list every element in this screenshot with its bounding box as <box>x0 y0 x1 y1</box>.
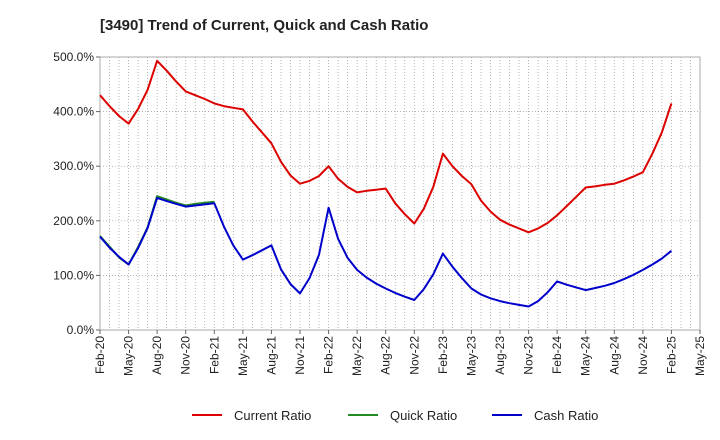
x-tick-label: May-24 <box>579 336 593 376</box>
x-tick-label: May-20 <box>122 336 136 376</box>
x-tick-label: May-25 <box>693 336 707 376</box>
y-tick-label: 300.0% <box>53 159 94 173</box>
x-tick-label: Aug-24 <box>607 336 621 375</box>
x-tick-label: Feb-25 <box>664 336 678 374</box>
x-tick-label: Feb-24 <box>550 336 564 374</box>
series-line-current-ratio <box>99 59 673 234</box>
x-axis: Feb-20 May-20 Aug-20 Nov-20 Feb-21 May-21 Aug-… <box>93 330 707 376</box>
x-tick-label: Aug-23 <box>493 336 507 375</box>
x-tick-label: May-23 <box>464 336 478 376</box>
x-tick-label: Nov-21 <box>293 336 307 375</box>
x-tick-label: Nov-22 <box>407 336 421 375</box>
y-tick-label: 500.0% <box>53 50 94 64</box>
y-tick-label: 200.0% <box>53 214 94 228</box>
x-tick-label: Nov-24 <box>636 336 650 375</box>
legend: Current Ratio Quick Ratio Cash Ratio <box>192 408 598 423</box>
legend-label: Cash Ratio <box>534 408 598 423</box>
series-layer <box>99 59 673 308</box>
x-tick-label: Aug-21 <box>264 336 278 375</box>
y-tick-label: 100.0% <box>53 268 94 282</box>
y-tick-label: 400.0% <box>53 105 94 119</box>
series-line-cash-ratio <box>99 196 673 308</box>
y-axis: 0.0% 100.0% 200.0% 300.0% 400.0% 500.0% <box>53 50 100 337</box>
plot-area <box>99 56 701 331</box>
x-tick-label: May-21 <box>236 336 250 376</box>
x-tick-label: Feb-20 <box>93 336 107 374</box>
x-tick-label: Feb-22 <box>322 336 336 374</box>
legend-label: Quick Ratio <box>390 408 457 423</box>
x-tick-label: Aug-20 <box>150 336 164 375</box>
chart-title: [3490] Trend of Current, Quick and Cash … <box>100 17 428 34</box>
grid-layer <box>100 57 700 330</box>
legend-label: Current Ratio <box>234 408 311 423</box>
x-tick-label: Feb-21 <box>207 336 221 374</box>
x-tick-label: Aug-22 <box>379 336 393 375</box>
y-tick-label: 0.0% <box>67 323 95 337</box>
x-tick-label: Nov-20 <box>179 336 193 375</box>
x-tick-label: May-22 <box>350 336 364 376</box>
x-tick-label: Feb-23 <box>436 336 450 374</box>
x-tick-label: Nov-23 <box>522 336 536 375</box>
